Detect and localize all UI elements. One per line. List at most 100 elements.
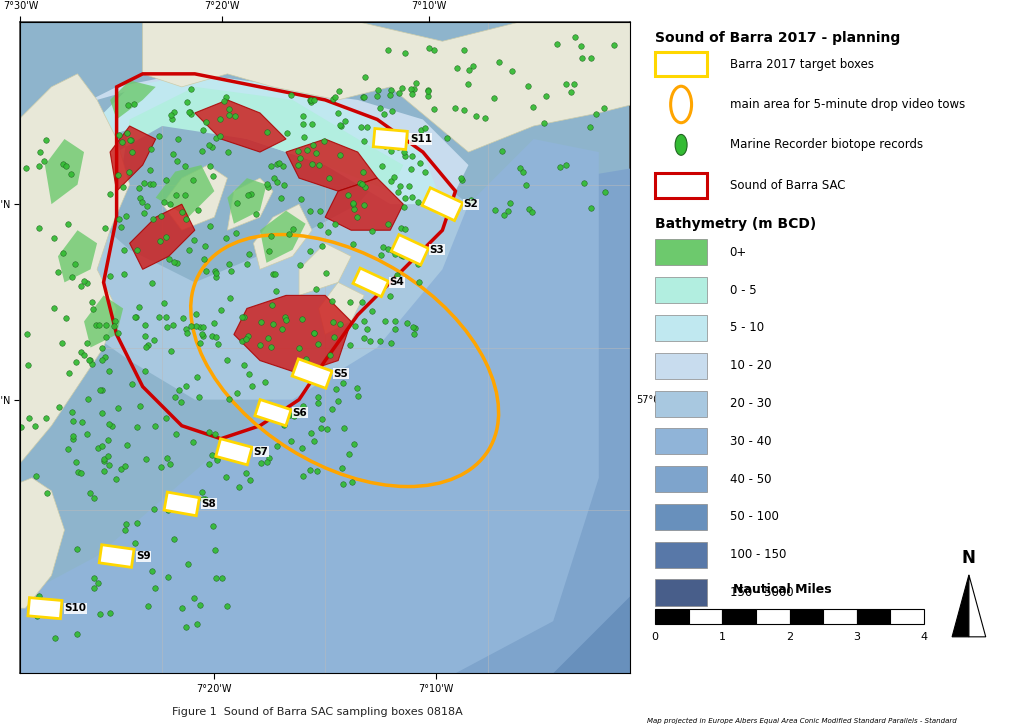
Point — [106, 315, 123, 327]
Point — [253, 457, 269, 468]
Point — [295, 470, 311, 481]
Point — [324, 404, 340, 416]
Point — [404, 321, 421, 333]
Point — [165, 148, 181, 160]
Text: 4: 4 — [921, 631, 928, 641]
Point — [302, 94, 318, 106]
Bar — [655, 429, 708, 455]
Point — [210, 338, 226, 350]
Point — [18, 162, 35, 174]
Point — [131, 301, 147, 313]
Bar — [353, 268, 388, 297]
Point — [291, 342, 307, 353]
Point — [354, 297, 371, 308]
Point — [365, 225, 381, 237]
Point — [201, 139, 217, 151]
Point — [391, 180, 408, 192]
Point — [31, 591, 47, 602]
Point — [184, 174, 201, 186]
Point — [583, 202, 599, 214]
Point — [275, 418, 292, 430]
Point — [278, 314, 294, 326]
Point — [322, 350, 338, 361]
Point — [310, 339, 327, 350]
Point — [352, 177, 369, 189]
Polygon shape — [318, 282, 365, 334]
Point — [490, 56, 507, 68]
Point — [145, 178, 162, 190]
Point — [238, 467, 254, 479]
Point — [229, 387, 246, 399]
Point — [456, 45, 472, 56]
Point — [119, 439, 135, 451]
Point — [396, 146, 413, 158]
Point — [302, 245, 318, 257]
Point — [596, 102, 612, 114]
Point — [188, 371, 205, 383]
Polygon shape — [156, 165, 214, 217]
Point — [74, 416, 90, 428]
Point — [285, 223, 301, 235]
Point — [420, 85, 436, 96]
Point — [331, 85, 347, 96]
Point — [190, 392, 207, 403]
Bar — [722, 610, 756, 624]
Point — [517, 180, 534, 191]
Point — [356, 71, 373, 83]
Point — [18, 329, 35, 340]
Point — [206, 317, 222, 329]
Point — [372, 336, 388, 348]
Point — [142, 164, 159, 175]
Point — [372, 103, 388, 114]
Point — [403, 88, 420, 99]
Point — [198, 240, 214, 252]
Point — [97, 319, 114, 331]
Point — [59, 218, 76, 230]
Point — [165, 319, 181, 331]
Polygon shape — [111, 126, 156, 191]
Point — [50, 266, 67, 278]
Circle shape — [675, 135, 687, 156]
Point — [449, 62, 465, 74]
Point — [344, 476, 360, 487]
Point — [476, 112, 493, 124]
Point — [332, 149, 348, 161]
Point — [241, 248, 257, 260]
Point — [524, 101, 541, 113]
Point — [382, 291, 398, 303]
Point — [79, 337, 95, 349]
Point — [144, 277, 161, 289]
Point — [221, 258, 238, 270]
Point — [390, 187, 407, 198]
Text: 0 - 5: 0 - 5 — [730, 284, 757, 297]
Point — [307, 284, 324, 295]
Bar — [655, 315, 708, 341]
Point — [295, 118, 311, 130]
Point — [147, 420, 164, 432]
Polygon shape — [45, 139, 84, 204]
Point — [9, 330, 26, 342]
Point — [296, 131, 312, 143]
Point — [111, 169, 127, 181]
Point — [305, 139, 322, 151]
Text: Sound of Barra 2017 - planning: Sound of Barra 2017 - planning — [655, 32, 900, 46]
Point — [70, 466, 86, 478]
Point — [65, 434, 81, 445]
Text: Sound of Barra SAC: Sound of Barra SAC — [730, 179, 845, 192]
Point — [202, 220, 218, 232]
Point — [101, 188, 118, 199]
Point — [282, 409, 298, 421]
Point — [219, 354, 236, 366]
Point — [65, 430, 81, 442]
Point — [215, 95, 231, 106]
Point — [583, 52, 599, 64]
Point — [104, 420, 121, 432]
Point — [174, 602, 190, 613]
Bar — [655, 51, 708, 77]
Text: S4: S4 — [389, 277, 404, 287]
Point — [290, 159, 306, 170]
Point — [158, 231, 174, 243]
Point — [176, 160, 193, 172]
Point — [386, 324, 402, 335]
Point — [321, 172, 337, 184]
